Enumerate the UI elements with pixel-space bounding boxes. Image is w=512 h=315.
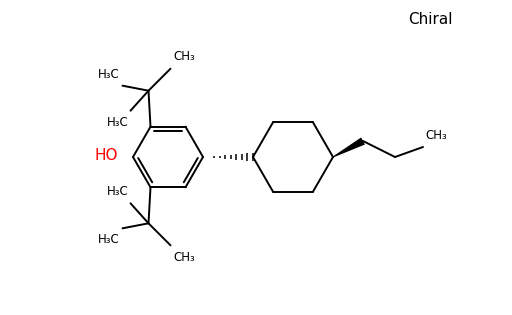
Text: CH₃: CH₃ (174, 251, 195, 264)
Text: CH₃: CH₃ (174, 50, 195, 63)
Text: H₃C: H₃C (98, 68, 119, 81)
Text: HO: HO (95, 148, 118, 163)
Text: H₃C: H₃C (106, 116, 129, 129)
Text: CH₃: CH₃ (425, 129, 447, 142)
Text: H₃C: H₃C (98, 233, 119, 246)
Polygon shape (333, 137, 365, 158)
Text: H₃C: H₃C (106, 185, 129, 198)
Text: Chiral: Chiral (408, 13, 452, 27)
